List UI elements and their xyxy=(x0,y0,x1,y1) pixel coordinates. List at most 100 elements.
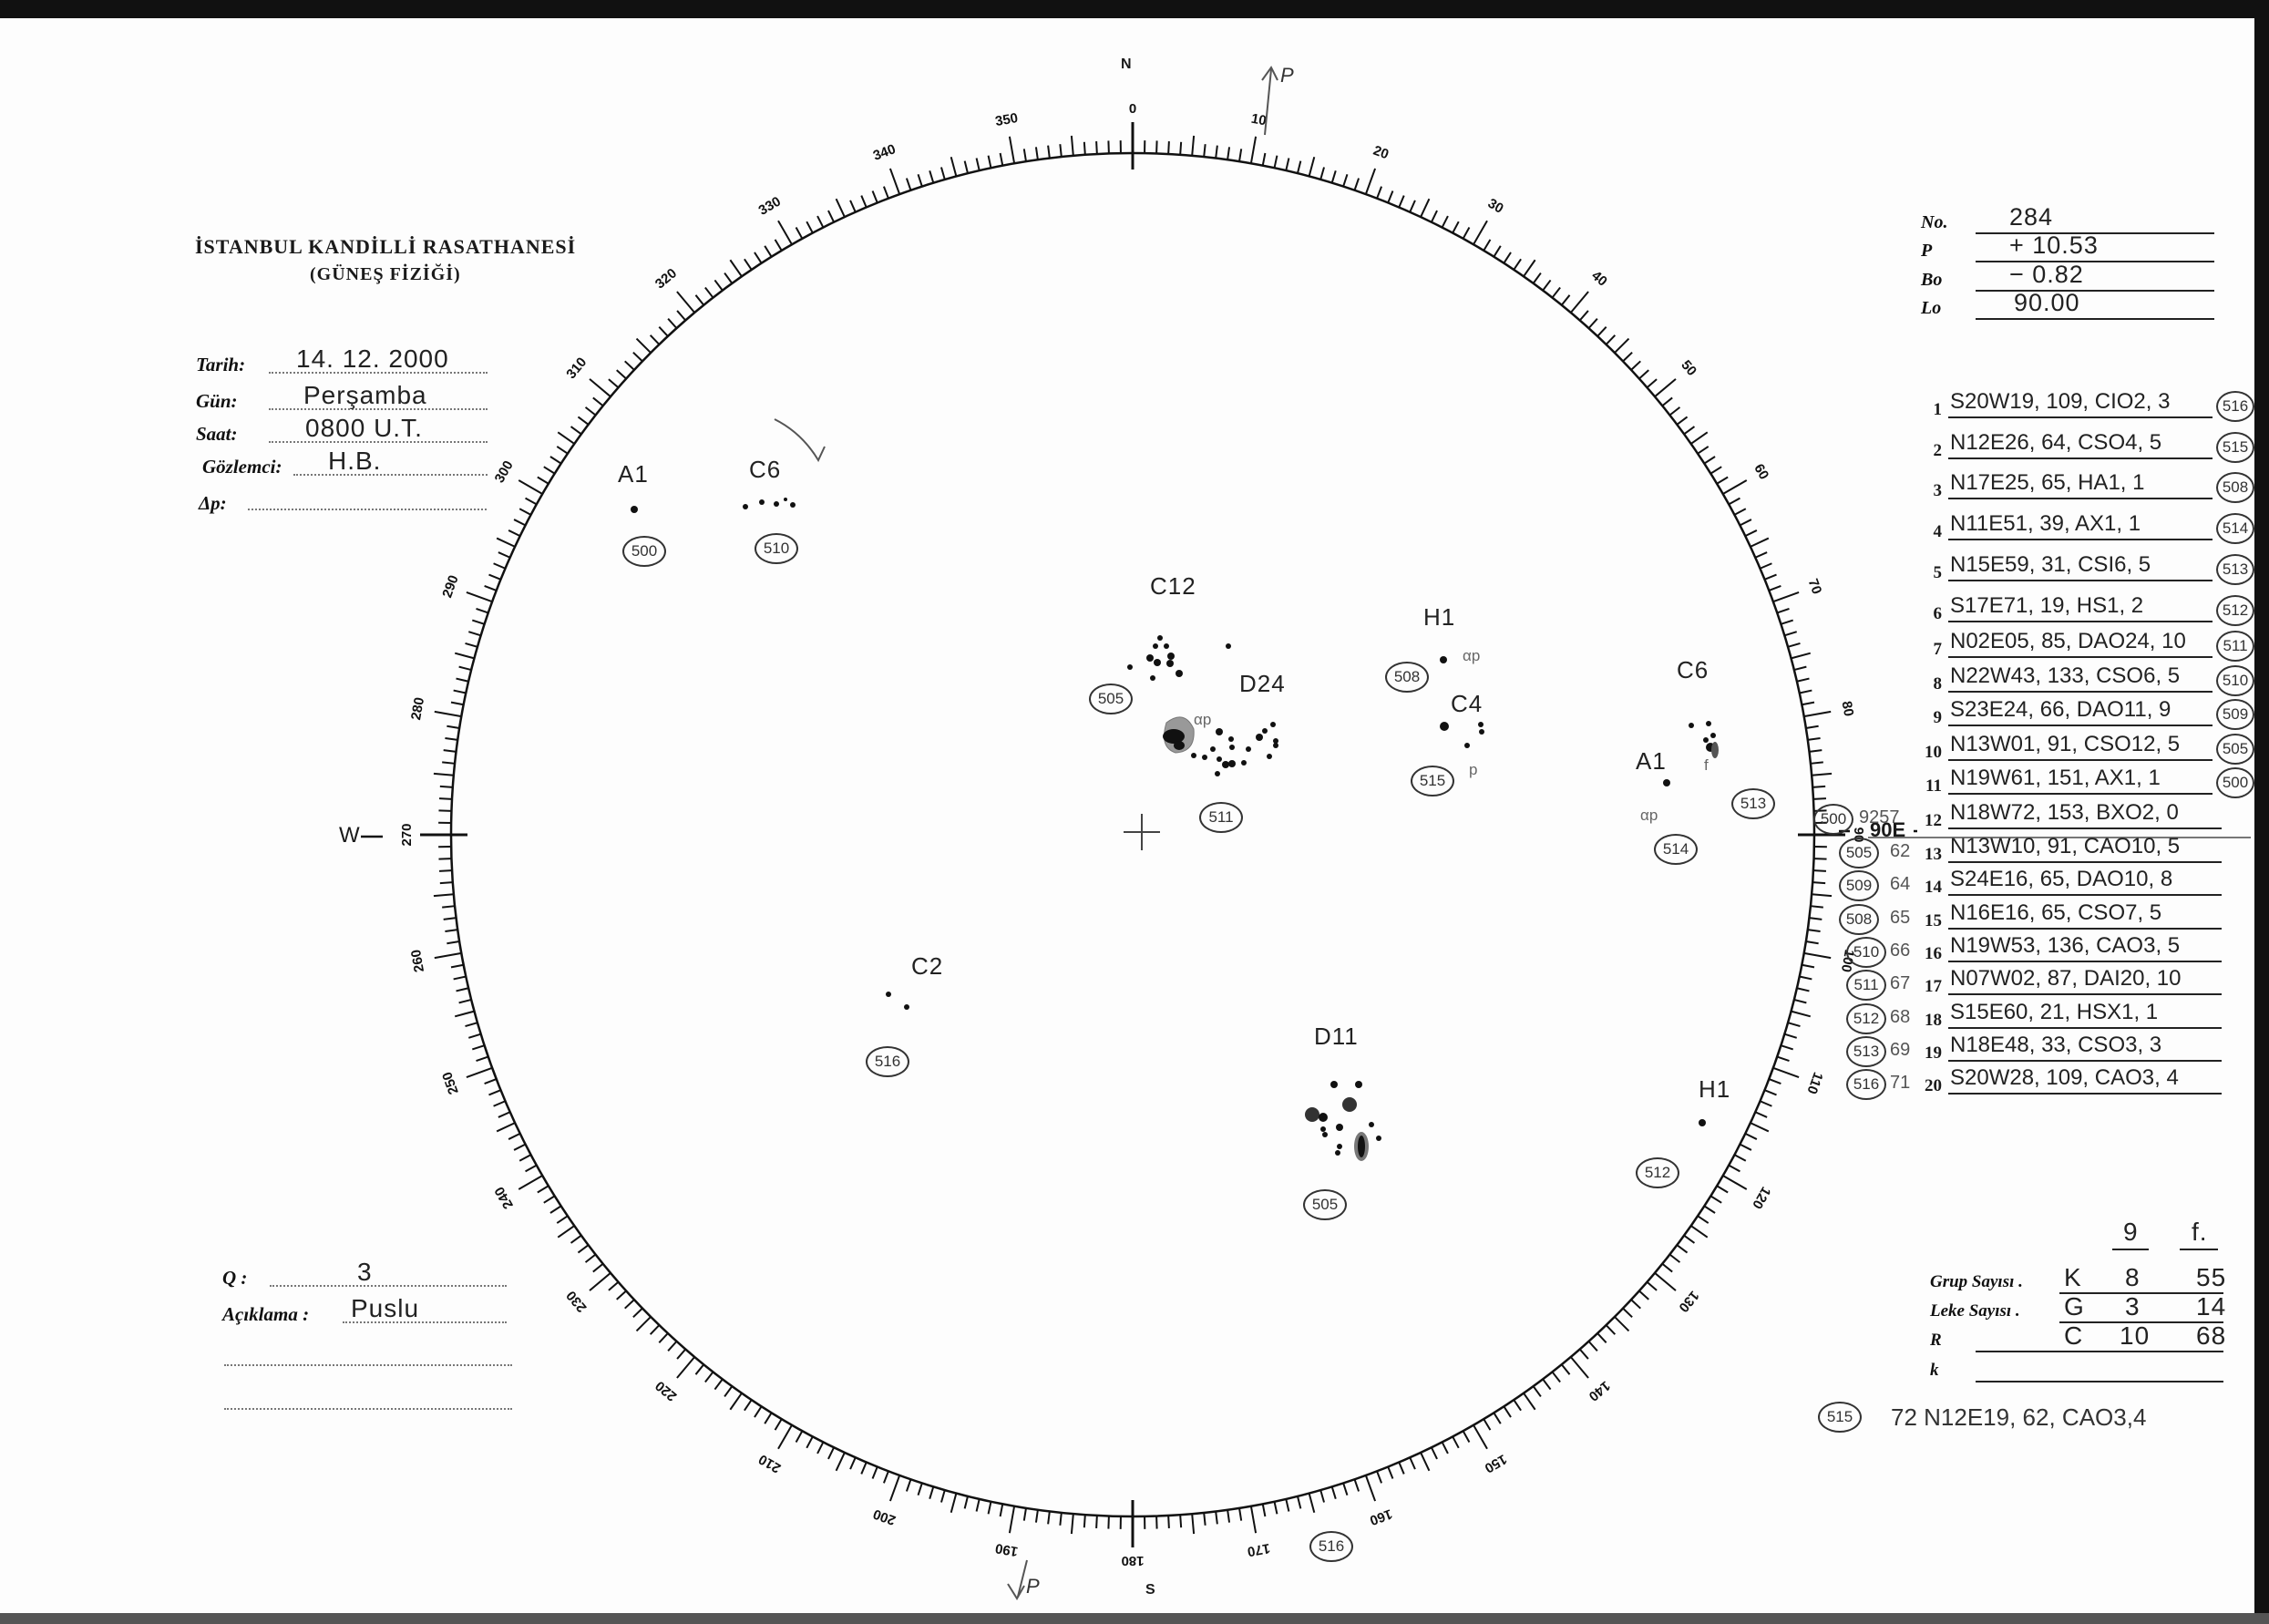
row-entry: N19W61, 151, AX1, 1 xyxy=(1950,766,2161,790)
degree-tick xyxy=(508,1133,521,1140)
sunspot xyxy=(784,498,787,501)
degree-tick xyxy=(1799,689,1812,694)
sunspot xyxy=(1706,721,1711,726)
col-f-header: f. xyxy=(2192,1218,2208,1246)
degree-tick xyxy=(1776,1055,1790,1063)
degree-tick xyxy=(1473,220,1488,245)
degree-tick xyxy=(714,279,724,292)
sunspot xyxy=(1150,675,1155,681)
group-id-circle: 515 xyxy=(1411,766,1454,797)
scale-label: 130 xyxy=(1676,1288,1702,1315)
degree-tick xyxy=(940,167,946,180)
scale-label: 240 xyxy=(492,1184,517,1211)
degree-tick xyxy=(1683,426,1696,436)
degree-tick xyxy=(1452,1435,1460,1449)
row-id-circle: 508 xyxy=(2216,472,2254,503)
group-note: αp xyxy=(1640,807,1658,824)
degree-tick xyxy=(456,677,469,683)
degree-tick xyxy=(1473,1424,1488,1450)
degree-tick xyxy=(458,665,472,672)
degree-tick xyxy=(667,1341,678,1352)
degree-tick xyxy=(714,1378,724,1391)
sunspot xyxy=(1320,1126,1326,1132)
degree-tick xyxy=(453,689,467,694)
degree-tick xyxy=(835,1452,846,1472)
group-note: f xyxy=(1704,756,1709,774)
degree-tick xyxy=(1483,239,1492,252)
row-entry: N17E25, 65, HA1, 1 xyxy=(1950,470,2145,495)
degree-tick xyxy=(1330,170,1337,183)
check-mark xyxy=(774,418,826,463)
summary-line xyxy=(1976,1351,2223,1352)
degree-tick xyxy=(513,519,526,527)
degree-tick xyxy=(508,529,521,537)
degree-tick xyxy=(1812,772,1833,776)
degree-tick xyxy=(1809,749,1822,753)
scale-label: 150 xyxy=(1482,1451,1509,1475)
sunspot xyxy=(1699,1119,1706,1126)
scale-label: 160 xyxy=(1368,1506,1394,1528)
degree-tick xyxy=(1690,431,1709,445)
degree-tick xyxy=(445,929,458,933)
scale-label: 120 xyxy=(1749,1184,1773,1211)
degree-tick xyxy=(484,1078,498,1085)
row-id-circle: 510 xyxy=(2216,665,2254,696)
scan-border-top xyxy=(0,0,2269,18)
degree-tick xyxy=(525,497,538,506)
q-value: 3 xyxy=(357,1258,373,1286)
row-entry: N15E59, 31, CSI6, 5 xyxy=(1950,552,2151,577)
row-entry: S20W28, 109, CAO3, 4 xyxy=(1950,1065,2179,1090)
sunspot xyxy=(1256,734,1263,741)
row-ref-number: 9257 xyxy=(1859,807,1900,827)
degree-tick xyxy=(1532,272,1542,284)
degree-tick xyxy=(589,1272,611,1291)
degree-tick xyxy=(1668,1253,1681,1263)
degree-tick xyxy=(476,607,489,614)
degree-tick xyxy=(543,466,556,475)
group-id-circle: 511 xyxy=(1199,802,1243,833)
degree-tick xyxy=(744,258,753,271)
degree-tick xyxy=(466,591,493,603)
degree-tick xyxy=(589,378,611,397)
degree-tick xyxy=(1614,1316,1630,1332)
degree-tick xyxy=(676,1348,687,1360)
degree-tick xyxy=(1261,1504,1267,1517)
degree-tick xyxy=(635,337,652,354)
row-entry: N02E05, 85, DAO24, 10 xyxy=(1950,629,2186,653)
row-underline xyxy=(1948,827,2222,829)
sunspot xyxy=(1229,745,1235,750)
row-entry: N16E16, 65, CSO7, 5 xyxy=(1950,900,2162,925)
row-id-circle: 512 xyxy=(2216,595,2254,626)
degree-tick xyxy=(1709,1195,1722,1204)
row-entry: N22W43, 133, CSO6, 5 xyxy=(1950,663,2181,688)
degree-tick xyxy=(1431,1446,1438,1460)
time-line xyxy=(269,441,488,443)
scale-label: 230 xyxy=(563,1288,590,1315)
degree-tick xyxy=(667,318,678,329)
degree-tick xyxy=(556,1215,569,1224)
degree-tick xyxy=(456,987,469,992)
sunspot xyxy=(1369,1122,1374,1127)
degree-tick xyxy=(1551,1371,1561,1383)
row-underline xyxy=(1948,656,2213,658)
row-underline xyxy=(1948,691,2213,693)
degree-tick xyxy=(1008,136,1016,164)
degree-tick xyxy=(1630,360,1641,371)
sunspot xyxy=(1210,746,1216,752)
degree-tick xyxy=(704,286,714,299)
degree-tick xyxy=(1330,1486,1337,1499)
degree-tick xyxy=(1095,140,1098,155)
degree-tick xyxy=(1249,136,1258,164)
degree-tick xyxy=(1661,1262,1673,1273)
scale-label: 30 xyxy=(1485,196,1506,217)
degree-tick xyxy=(1690,1225,1709,1239)
row-underline xyxy=(1948,961,2222,962)
summary-label: k xyxy=(1930,1361,1939,1380)
degree-tick xyxy=(465,642,478,648)
degree-tick xyxy=(1296,160,1302,174)
row-number: 9 xyxy=(1933,708,1943,727)
sunspot xyxy=(1167,653,1175,660)
row-id-circle: 514 xyxy=(2216,513,2254,544)
degree-tick xyxy=(1261,152,1267,166)
row-id-circle: 515 xyxy=(2216,432,2254,463)
